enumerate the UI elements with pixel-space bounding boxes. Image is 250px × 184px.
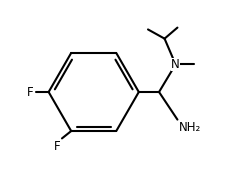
Text: F: F bbox=[27, 86, 34, 98]
Text: N: N bbox=[171, 58, 180, 71]
Text: NH₂: NH₂ bbox=[179, 121, 202, 134]
Text: F: F bbox=[54, 140, 60, 153]
